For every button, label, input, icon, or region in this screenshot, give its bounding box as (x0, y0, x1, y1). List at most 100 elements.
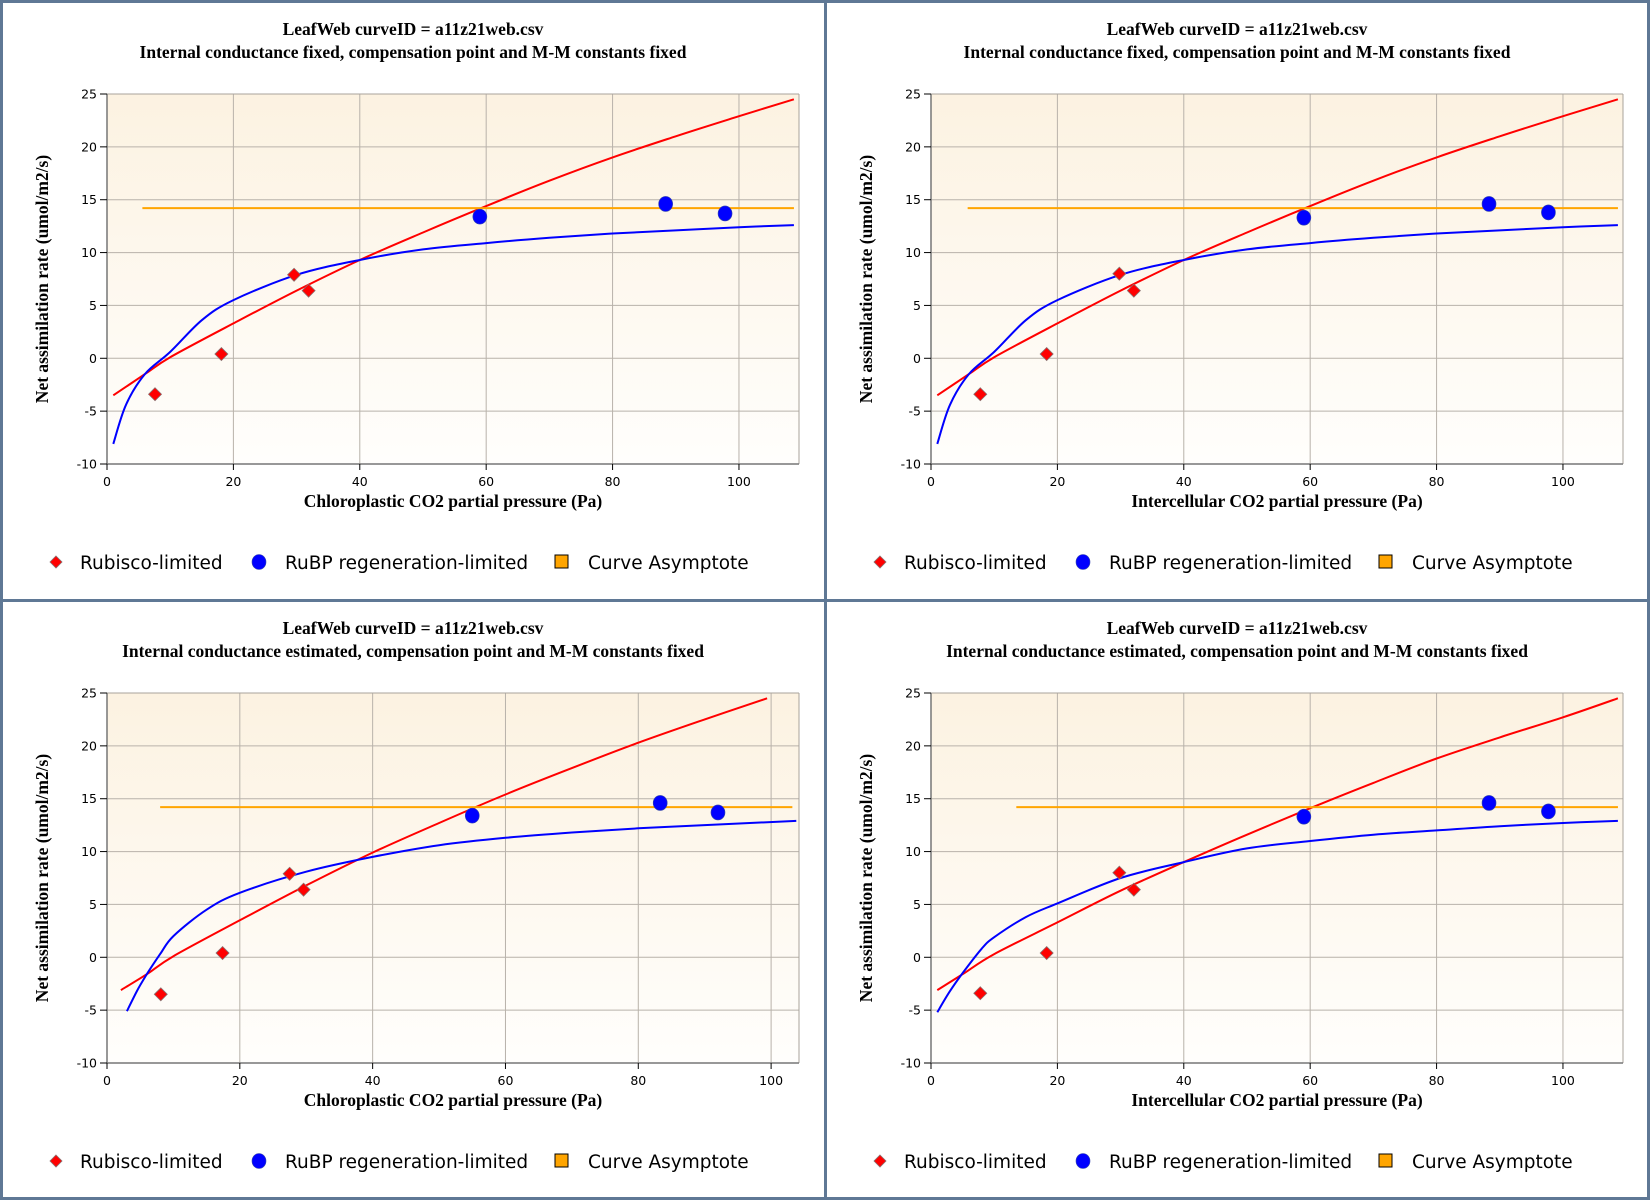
rubisco-point (1039, 346, 1054, 362)
y-tick-label: -10 (77, 457, 97, 472)
y-tick-label: 20 (905, 738, 921, 753)
legend-rubisco-marker (873, 555, 887, 569)
rubisco-point (153, 987, 168, 1002)
rubp-point (1481, 196, 1497, 212)
legend-asymptote-label: Curve Asymptote (1412, 553, 1573, 574)
chart-svg: LeafWeb curveID = a11z21web.csv Internal … (32, 19, 800, 574)
y-tick-label: 10 (905, 844, 921, 859)
chart-title: LeafWeb curveID = a11z21web.csv (1107, 19, 1368, 39)
rubisco-point (214, 346, 229, 362)
rubisco-point (1112, 865, 1127, 880)
plot-series (936, 98, 1619, 445)
chart-panel-bottom-left: LeafWeb curveID = a11z21web.csv Internal … (3, 602, 824, 1197)
legend-asymptote-marker (554, 1153, 569, 1168)
rubp-point (658, 196, 673, 212)
y-tick-label: 5 (913, 298, 921, 313)
x-tick-label: 40 (1176, 1073, 1192, 1088)
legend-asymptote-marker (1378, 1153, 1393, 1168)
y-tick-label: -10 (901, 457, 921, 472)
y-tick-label: -10 (901, 1056, 921, 1071)
x-tick-label: 60 (1302, 1073, 1318, 1088)
legend-rubisco-label: Rubisco-limited (904, 1152, 1047, 1173)
y-tick-label: 25 (81, 686, 97, 701)
y-tick-label: 15 (81, 192, 97, 207)
legend-rubp-label: RuBP regeneration-limited (1109, 553, 1352, 574)
rubp-point (1481, 795, 1497, 811)
x-axis-label: Intercellular CO2 partial pressure (Pa) (1131, 491, 1422, 511)
plot-series (936, 697, 1619, 1013)
gridlines (107, 94, 799, 464)
rubisco-fit-line (936, 98, 1619, 397)
x-tick-label: 0 (103, 474, 111, 489)
y-tick-label: 5 (89, 897, 97, 912)
rubisco-point (215, 945, 230, 961)
rubisco-point (282, 866, 297, 881)
x-tick-label: 20 (225, 474, 241, 489)
x-tick-label: 40 (352, 474, 368, 489)
chart-subtitle: Internal conductance fixed, compensation… (964, 42, 1511, 62)
rubp-fit-line (936, 819, 1618, 1013)
x-tick-label: 20 (232, 1073, 248, 1088)
x-tick-label: 60 (1302, 474, 1318, 489)
y-tick-label: 5 (89, 298, 97, 313)
y-tick-label: 10 (81, 844, 97, 859)
legend-rubisco-marker (49, 1154, 63, 1168)
chart-panel-top-right: LeafWeb curveID = a11z21web.csv Internal … (827, 3, 1647, 599)
rubisco-point (1112, 266, 1127, 281)
rubisco-point (286, 267, 302, 282)
plot-area (931, 693, 1623, 1063)
y-tick-label: -5 (85, 404, 97, 419)
rubisco-point (973, 387, 988, 402)
y-tick-label: 20 (81, 139, 97, 154)
y-axis-label: Net assimilation rate (umol/m2/s) (856, 155, 876, 404)
x-tick-label: 0 (927, 474, 935, 489)
x-tick-label: 0 (927, 1073, 935, 1088)
x-tick-label: 100 (727, 474, 751, 489)
x-tick-label: 100 (1551, 474, 1575, 489)
x-axis-label: Chloroplastic CO2 partial pressure (Pa) (304, 1090, 603, 1110)
chart-svg: LeafWeb curveID = a11z21web.csv Internal … (32, 618, 800, 1173)
legend-asymptote-marker (1378, 554, 1393, 569)
legend-rubp-marker (1075, 1153, 1091, 1169)
rubisco-point (1126, 283, 1141, 298)
rubisco-point (1039, 945, 1054, 961)
y-tick-label: 10 (905, 245, 921, 260)
rubp-point (464, 807, 480, 824)
y-tick-label: 15 (81, 791, 97, 806)
x-tick-label: 80 (1429, 474, 1445, 489)
y-axis-label: Net assimilation rate (umol/m2/s) (32, 155, 52, 404)
rubisco-point (296, 882, 311, 897)
chart-title: LeafWeb curveID = a11z21web.csv (283, 618, 544, 638)
x-axis-label: Intercellular CO2 partial pressure (Pa) (1131, 1090, 1422, 1110)
legend: Rubisco-limited RuBP regeneration-limited… (873, 553, 1573, 574)
y-tick-label: 25 (81, 87, 97, 102)
rubp-point (1541, 204, 1556, 221)
legend: Rubisco-limited RuBP regeneration-limited… (49, 553, 749, 574)
rubisco-point (147, 387, 163, 402)
y-tick-label: -5 (909, 1003, 921, 1018)
x-tick-label: 20 (1049, 474, 1065, 489)
plot-series (120, 697, 797, 1012)
y-tick-label: 10 (81, 245, 97, 260)
y-tick-label: -5 (85, 1003, 97, 1018)
legend-rubisco-marker (873, 1154, 887, 1168)
chart-title: LeafWeb curveID = a11z21web.csv (283, 19, 544, 39)
y-tick-label: 25 (905, 686, 921, 701)
legend-rubp-label: RuBP regeneration-limited (1109, 1152, 1352, 1173)
x-tick-label: 80 (1429, 1073, 1445, 1088)
x-tick-label: 100 (1551, 1073, 1575, 1088)
chart-svg: LeafWeb curveID = a11z21web.csv Internal … (856, 19, 1624, 574)
legend-asymptote-label: Curve Asymptote (588, 1152, 749, 1173)
y-tick-label: 0 (89, 351, 97, 366)
legend-rubp-marker (1075, 554, 1091, 570)
y-tick-label: 25 (905, 87, 921, 102)
y-tick-label: 0 (913, 950, 921, 965)
rubisco-fit-line (120, 697, 768, 991)
x-tick-label: 0 (103, 1073, 111, 1088)
legend-rubp-label: RuBP regeneration-limited (285, 553, 528, 574)
y-tick-label: -10 (77, 1056, 97, 1071)
rubp-point (1296, 808, 1312, 825)
legend-rubp-label: RuBP regeneration-limited (285, 1152, 528, 1173)
legend-rubisco-label: Rubisco-limited (80, 1152, 223, 1173)
